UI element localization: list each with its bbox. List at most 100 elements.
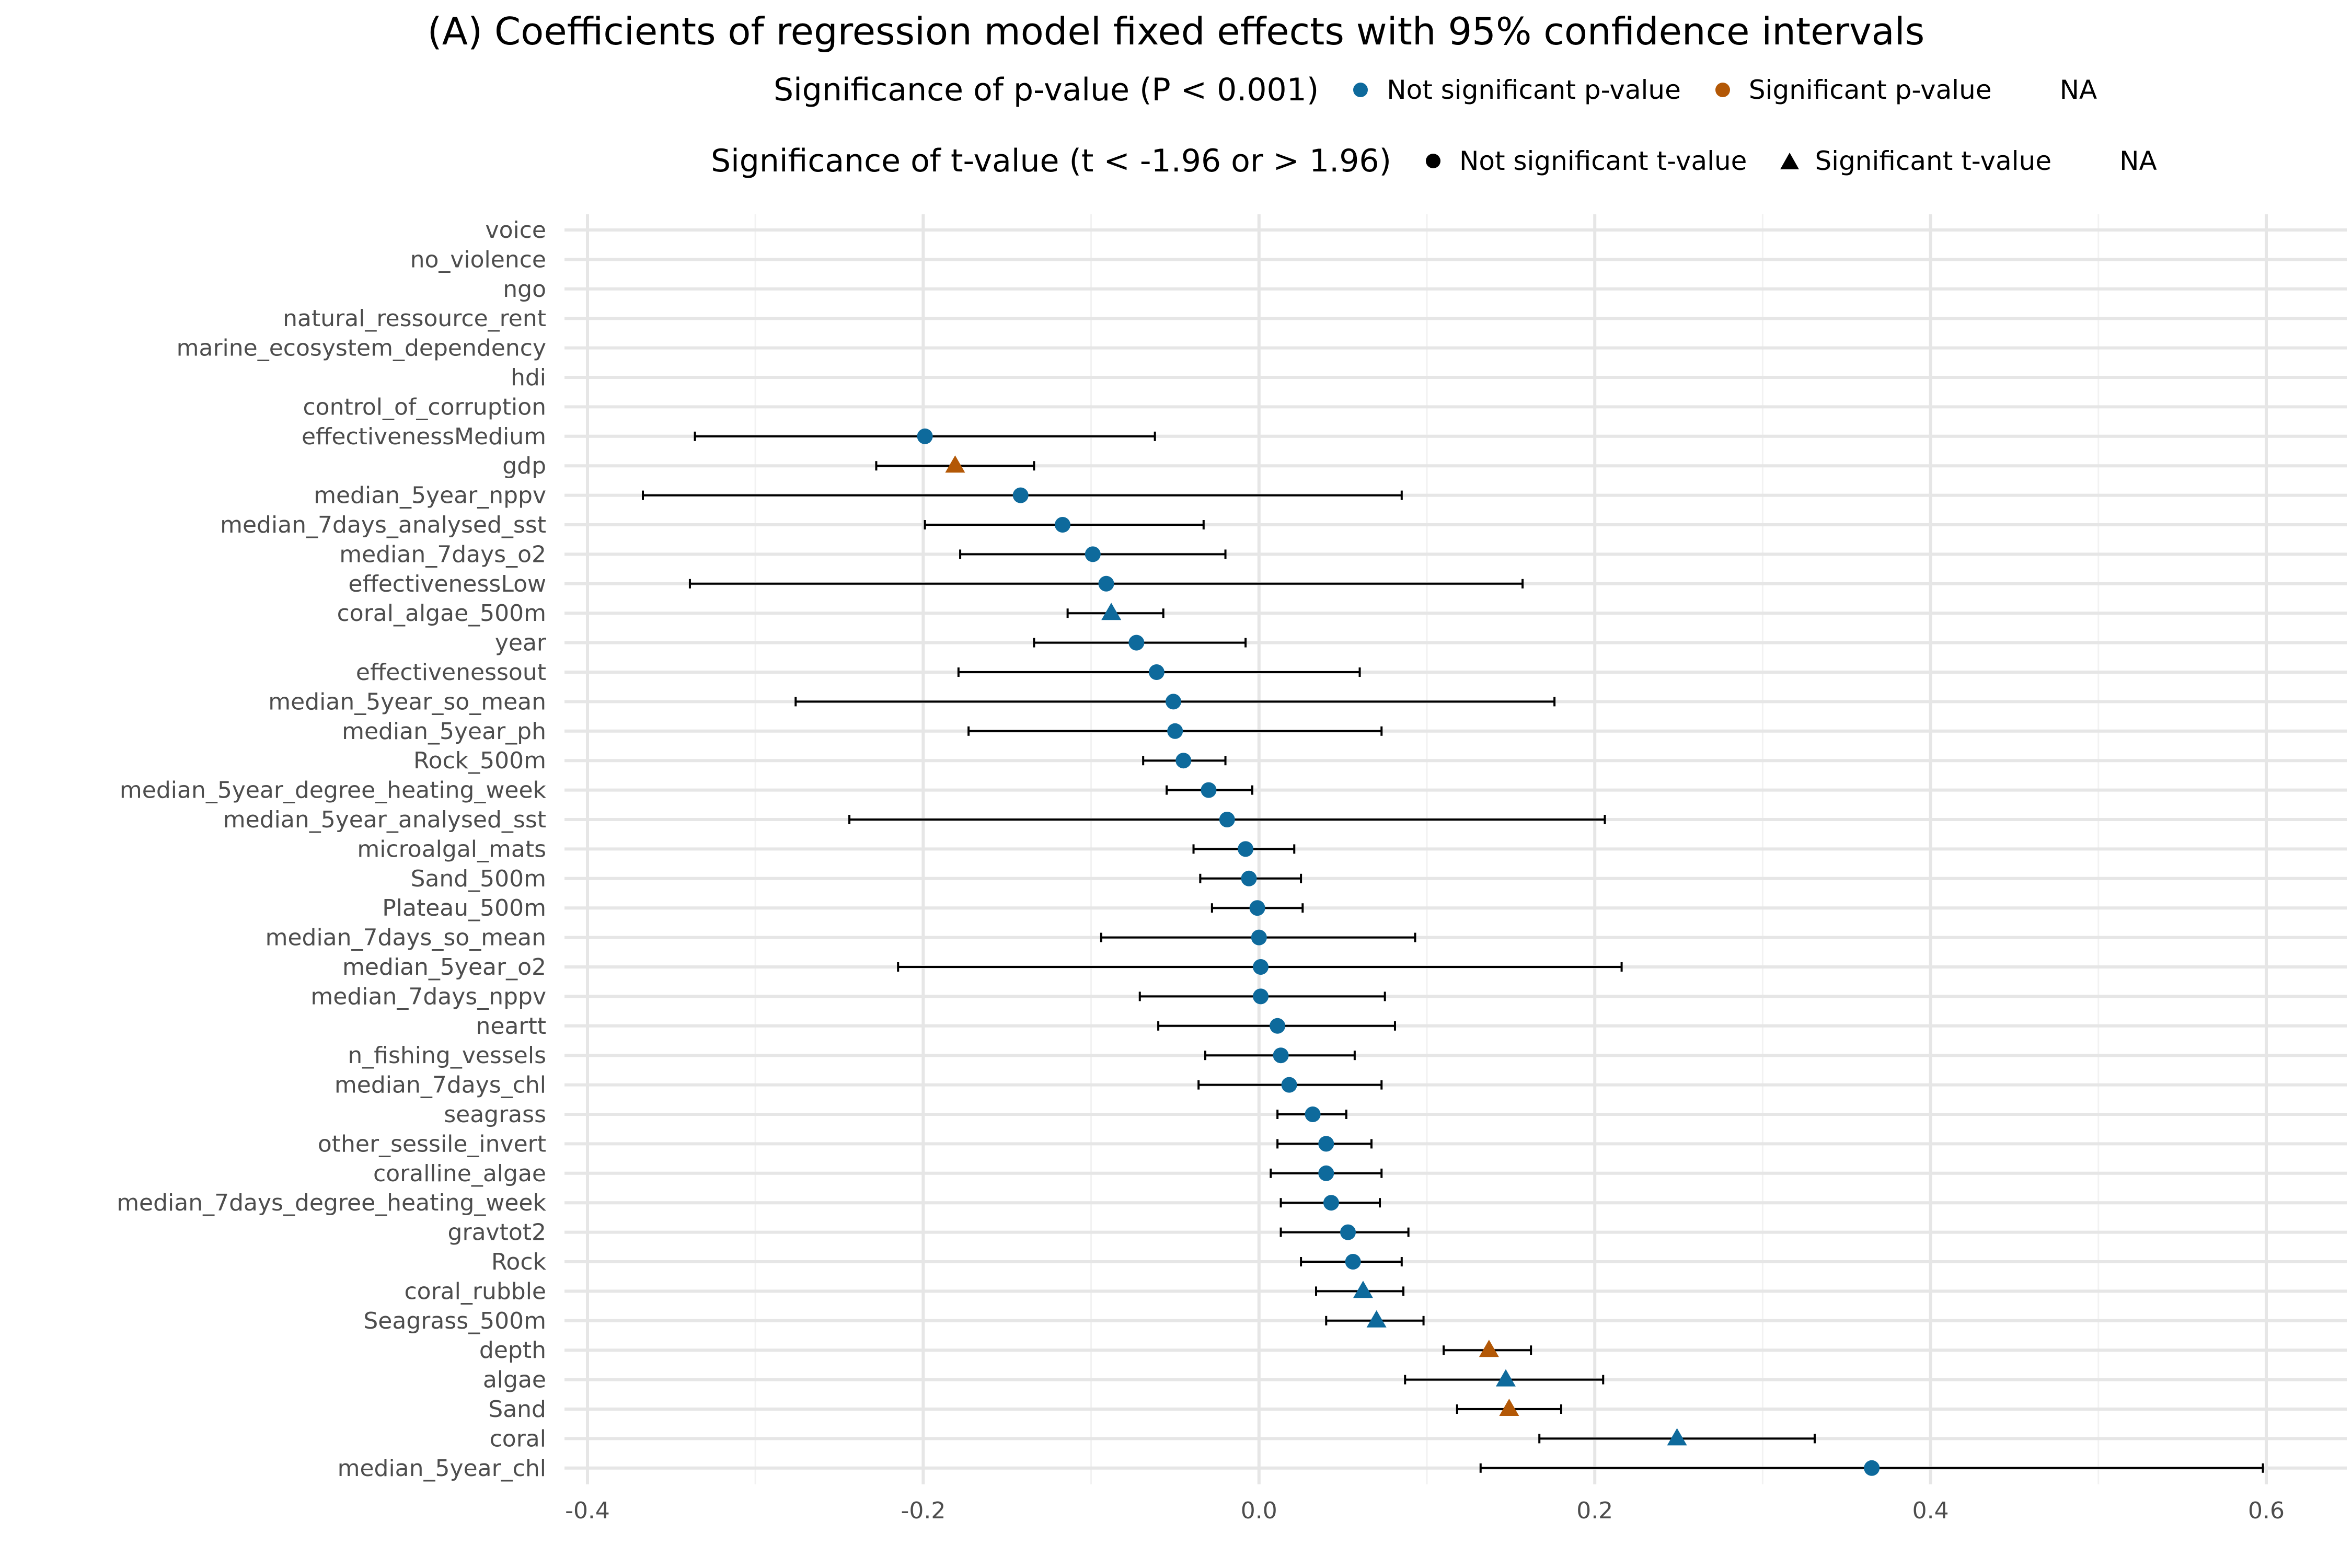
point-triangle — [1499, 1399, 1519, 1416]
point-circle — [1167, 723, 1183, 739]
point-circle — [1012, 487, 1029, 503]
point-triangle — [945, 455, 965, 473]
y-tick-label: n_fishing_vessels — [348, 1042, 546, 1069]
point-circle — [1251, 929, 1267, 946]
point-triangle — [1667, 1428, 1687, 1446]
legend-item-not-significant-t: Not significant t-value — [1423, 146, 1747, 176]
y-tick-label: hdi — [511, 364, 546, 391]
legend-item-na-p: NA — [2023, 75, 2097, 105]
point-circle — [1054, 517, 1070, 533]
legend-t-value-title: Significance of t-value (t < -1.96 or > … — [711, 143, 1391, 179]
point-circle — [1318, 1136, 1334, 1152]
point-circle — [1098, 575, 1114, 592]
y-tick-label: coral — [490, 1425, 546, 1452]
point-circle — [1165, 694, 1181, 710]
legend-item-significant-p: Significant p-value — [1712, 75, 1992, 105]
point-circle — [1128, 635, 1145, 651]
y-tick-label: effectivenessMedium — [302, 423, 546, 450]
y-tick-label: coral_algae_500m — [337, 600, 546, 627]
legend-black-triangle-icon — [1778, 151, 1800, 171]
y-tick-label: median_5year_so_mean — [268, 688, 546, 715]
legend-label: Not significant t-value — [1459, 146, 1747, 176]
y-tick-label: median_7days_chl — [335, 1072, 546, 1099]
legend-item-na-t: NA — [2083, 146, 2157, 176]
y-tick-label: median_7days_nppv — [310, 983, 546, 1010]
y-tick-label: marine_ecosystem_dependency — [177, 335, 546, 362]
point-circle — [1219, 812, 1235, 827]
y-tick-label: neartt — [476, 1013, 546, 1040]
y-tick-label: natural_ressource_rent — [283, 305, 546, 332]
legend-label: NA — [2059, 75, 2097, 105]
x-tick-label: 0.2 — [1576, 1497, 1613, 1524]
y-tick-label: Sand_500m — [410, 866, 546, 892]
y-tick-label: coral_rubble — [404, 1278, 546, 1305]
y-tick-label: other_sessile_invert — [318, 1131, 546, 1157]
legend-blue-circle-icon — [1350, 79, 1371, 100]
point-circle — [1148, 664, 1165, 680]
point-circle — [1085, 546, 1101, 562]
legend-black-circle-icon — [1423, 151, 1444, 171]
point-circle — [1340, 1224, 1356, 1240]
y-tick-label: median_5year_nppv — [314, 482, 546, 509]
point-triangle — [1353, 1281, 1373, 1298]
point-triangle — [1479, 1340, 1499, 1357]
legend-label: Significant t-value — [1815, 146, 2052, 176]
point-circle — [1249, 900, 1265, 916]
y-tick-label: median_7days_analysed_sst — [220, 512, 546, 538]
x-tick-label: 0.0 — [1241, 1497, 1277, 1524]
y-tick-label: ngo — [503, 276, 546, 303]
legend-p-value-title: Significance of p-value (P < 0.001) — [774, 72, 1319, 108]
point-circle — [1175, 753, 1192, 769]
y-tick-label: median_5year_ph — [342, 718, 546, 745]
y-tick-label: gravtot2 — [448, 1219, 546, 1246]
x-tick-label: -0.2 — [901, 1497, 946, 1524]
y-tick-label: Sand — [488, 1396, 546, 1423]
point-circle — [1864, 1460, 1880, 1476]
y-tick-label: Seagrass_500m — [363, 1308, 546, 1334]
chart-title: (A) Coefficients of regression model fix… — [427, 9, 1925, 53]
legend-t-value: Significance of t-value (t < -1.96 or > … — [711, 140, 2188, 182]
y-tick-label: median_7days_degree_heating_week — [117, 1190, 546, 1216]
y-tick-label: median_7days_so_mean — [266, 925, 546, 951]
x-tick-label: 0.6 — [2248, 1497, 2285, 1524]
y-tick-label: algae — [483, 1367, 546, 1393]
point-circle — [917, 428, 933, 444]
y-tick-label: median_5year_degree_heating_week — [120, 777, 547, 804]
y-tick-label: Rock — [491, 1249, 547, 1275]
point-triangle — [1101, 603, 1122, 620]
y-tick-label: voice — [486, 217, 546, 244]
y-tick-label: microalgal_mats — [357, 836, 546, 862]
point-circle — [1273, 1047, 1289, 1064]
x-tick-label: -0.4 — [565, 1497, 610, 1524]
y-tick-label: median_7days_o2 — [339, 541, 546, 568]
point-triangle — [1366, 1310, 1387, 1328]
legend-item-not-significant-p: Not significant p-value — [1350, 75, 1681, 105]
x-tick-label: 0.4 — [1912, 1497, 1949, 1524]
legend-label: NA — [2119, 146, 2157, 176]
y-tick-label: coralline_algae — [373, 1160, 546, 1187]
point-circle — [1270, 1018, 1286, 1034]
point-circle — [1253, 988, 1269, 1005]
y-tick-label: median_5year_o2 — [342, 954, 546, 981]
y-tick-label: Rock_500m — [413, 747, 546, 774]
y-tick-label: effectivenessLow — [348, 571, 546, 597]
point-triangle — [1495, 1369, 1516, 1387]
point-circle — [1238, 841, 1254, 857]
y-tick-label: Plateau_500m — [382, 895, 546, 921]
point-circle — [1201, 782, 1217, 798]
point-circle — [1345, 1254, 1361, 1270]
y-tick-label: depth — [479, 1337, 546, 1364]
legend-orange-circle-icon — [1712, 79, 1733, 100]
point-circle — [1318, 1165, 1334, 1181]
legend-label: Significant p-value — [1748, 75, 1992, 105]
legend-p-value: Significance of p-value (P < 0.001) Not … — [774, 69, 2128, 111]
y-tick-label: median_5year_chl — [338, 1455, 546, 1482]
y-tick-label: effectivenessout — [356, 659, 546, 686]
legend-label: Not significant p-value — [1387, 75, 1681, 105]
point-circle — [1305, 1106, 1321, 1122]
legend-item-significant-t: Significant t-value — [1778, 146, 2051, 176]
y-tick-label: median_5year_analysed_sst — [223, 806, 546, 833]
point-circle — [1323, 1195, 1339, 1211]
y-tick-label: seagrass — [444, 1101, 546, 1128]
